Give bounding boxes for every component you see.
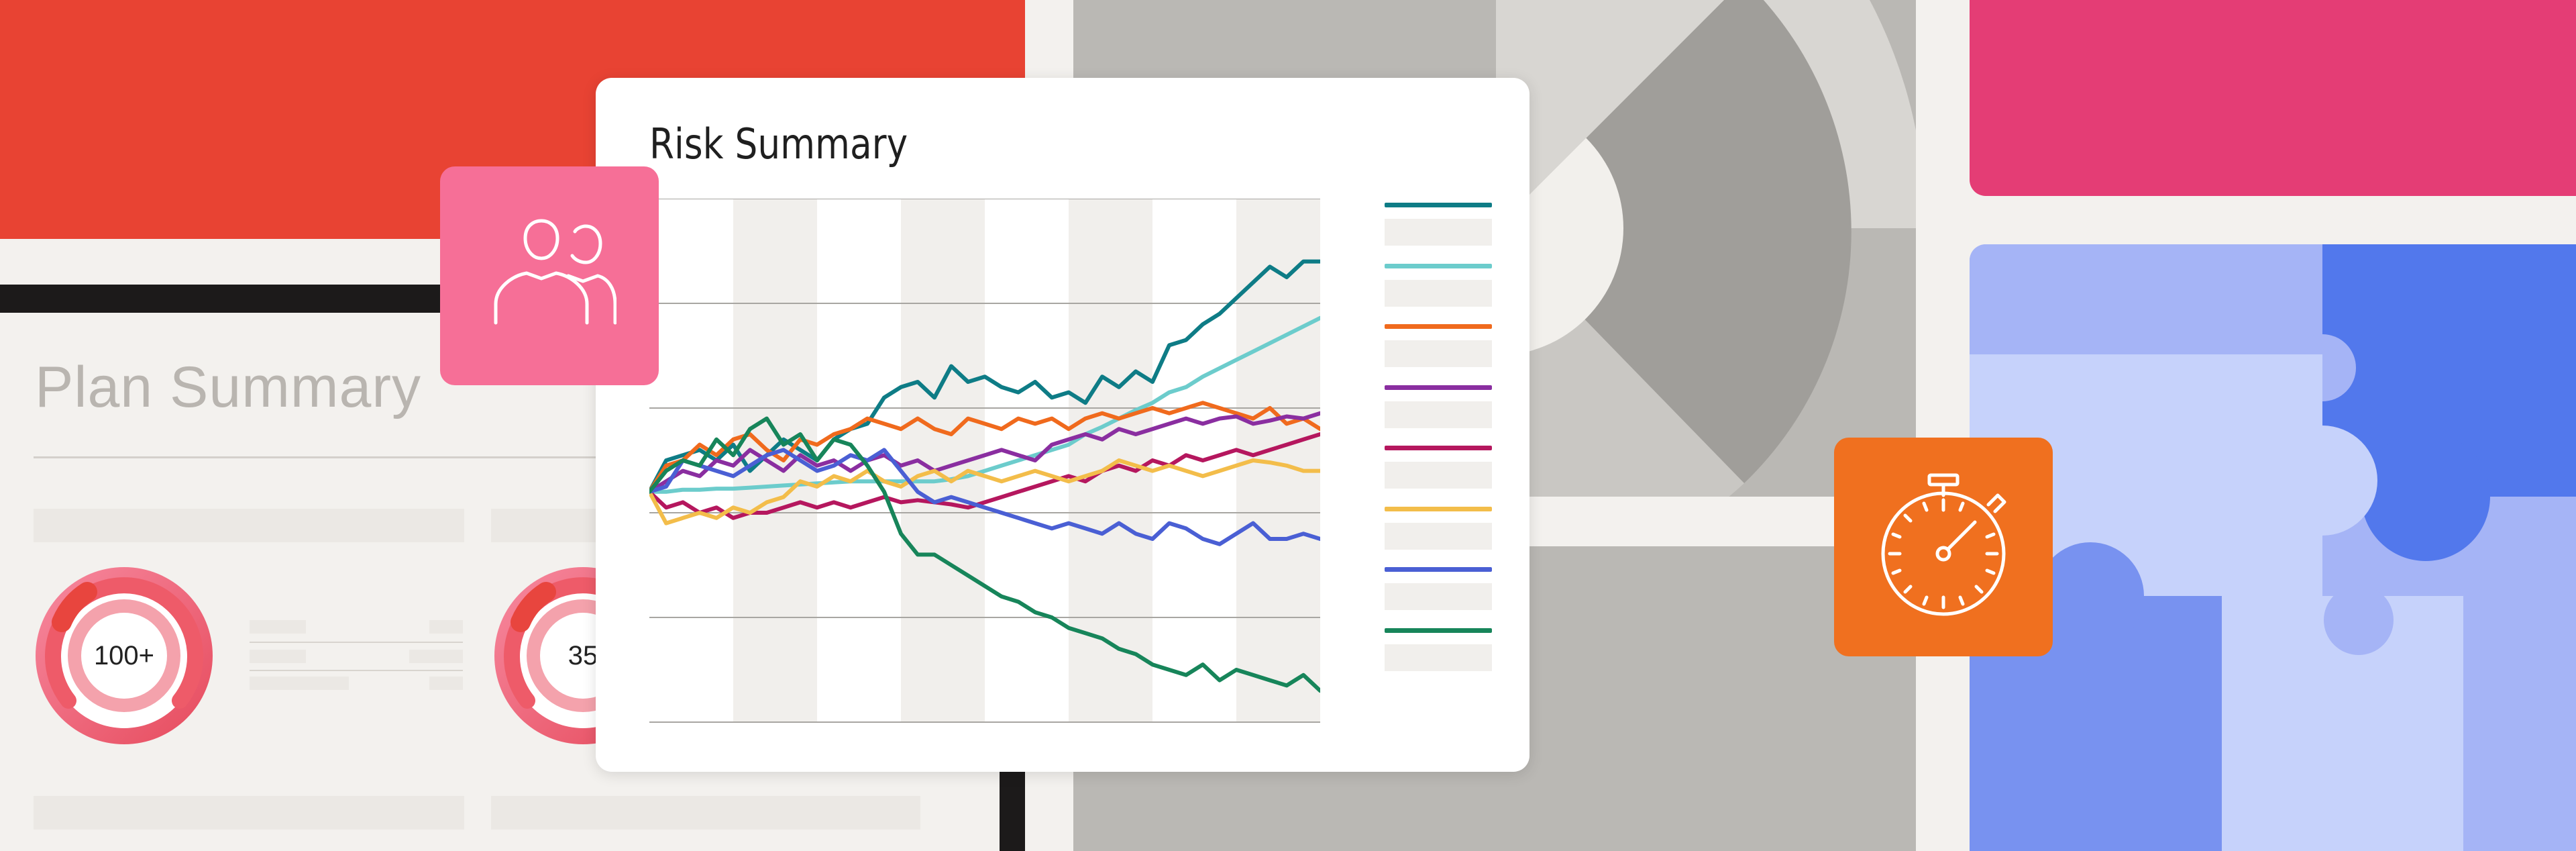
legend-item-7: [1385, 567, 1492, 628]
plan-summary-rule: [34, 456, 597, 458]
chart-legend: [1385, 203, 1492, 689]
panel-gap: [1916, 0, 1970, 851]
legend-placeholder: [1385, 340, 1492, 367]
placeholder-bar: [429, 677, 463, 690]
puzzle-graphic: [1970, 244, 2576, 851]
stopwatch-tile: [1834, 438, 2053, 656]
pink-header-band: [1970, 0, 2576, 196]
placeholder-bar: [409, 650, 463, 663]
stopwatch-icon: [1881, 473, 2006, 616]
users-icon: [494, 219, 616, 325]
chart-band: [1069, 199, 1152, 722]
placeholder-bar: [250, 650, 306, 663]
risk-chart: [649, 199, 1320, 723]
gauge-value: 100+: [93, 640, 155, 670]
plan-summary-title: Plan Summary: [35, 355, 421, 419]
placeholder-rule: [250, 642, 463, 643]
legend-placeholder: [1385, 279, 1492, 307]
legend-swatch: [1385, 506, 1492, 511]
legend-placeholder: [1385, 583, 1492, 610]
placeholder-bar: [34, 509, 464, 542]
gauge-ring: 100+: [34, 565, 215, 746]
placeholder-bar: [250, 677, 349, 690]
legend-swatch: [1385, 628, 1492, 633]
placeholder-bar: [34, 796, 464, 830]
risk-summary-title: Risk Summary: [649, 119, 908, 168]
legend-placeholder: [1385, 462, 1492, 489]
placeholder-bar: [491, 796, 920, 830]
risk-summary-card: Risk Summary: [596, 78, 1529, 772]
series-line-8: [649, 416, 1320, 693]
legend-item-2: [1385, 263, 1492, 325]
series-line-5: [649, 432, 1320, 520]
placeholder-bar: [250, 620, 306, 634]
divider-bar: [0, 285, 443, 313]
placeholder-rule: [250, 670, 463, 671]
legend-swatch: [1385, 446, 1492, 450]
legend-placeholder: [1385, 219, 1492, 246]
series-line-6: [649, 458, 1320, 525]
series-line-3: [649, 401, 1320, 494]
legend-item-5: [1385, 446, 1492, 507]
legend-item-8: [1385, 628, 1492, 689]
legend-swatch: [1385, 324, 1492, 329]
legend-placeholder: [1385, 644, 1492, 671]
divider-post: [1000, 772, 1025, 851]
legend-swatch: [1385, 385, 1492, 390]
legend-item-4: [1385, 385, 1492, 446]
legend-swatch: [1385, 263, 1492, 268]
placeholder-bar: [429, 620, 463, 634]
legend-item-1: [1385, 203, 1492, 264]
legend-swatch: [1385, 203, 1492, 207]
legend-placeholder: [1385, 401, 1492, 428]
legend-item-3: [1385, 324, 1492, 385]
users-tile: [440, 166, 659, 385]
placeholder-bar: [491, 509, 598, 542]
series-line-2: [649, 315, 1320, 494]
legend-swatch: [1385, 567, 1492, 572]
legend-item-6: [1385, 506, 1492, 568]
gauge-value: 35: [568, 640, 598, 670]
legend-placeholder: [1385, 522, 1492, 550]
series-line-7: [649, 448, 1320, 546]
chart-band: [733, 199, 817, 722]
